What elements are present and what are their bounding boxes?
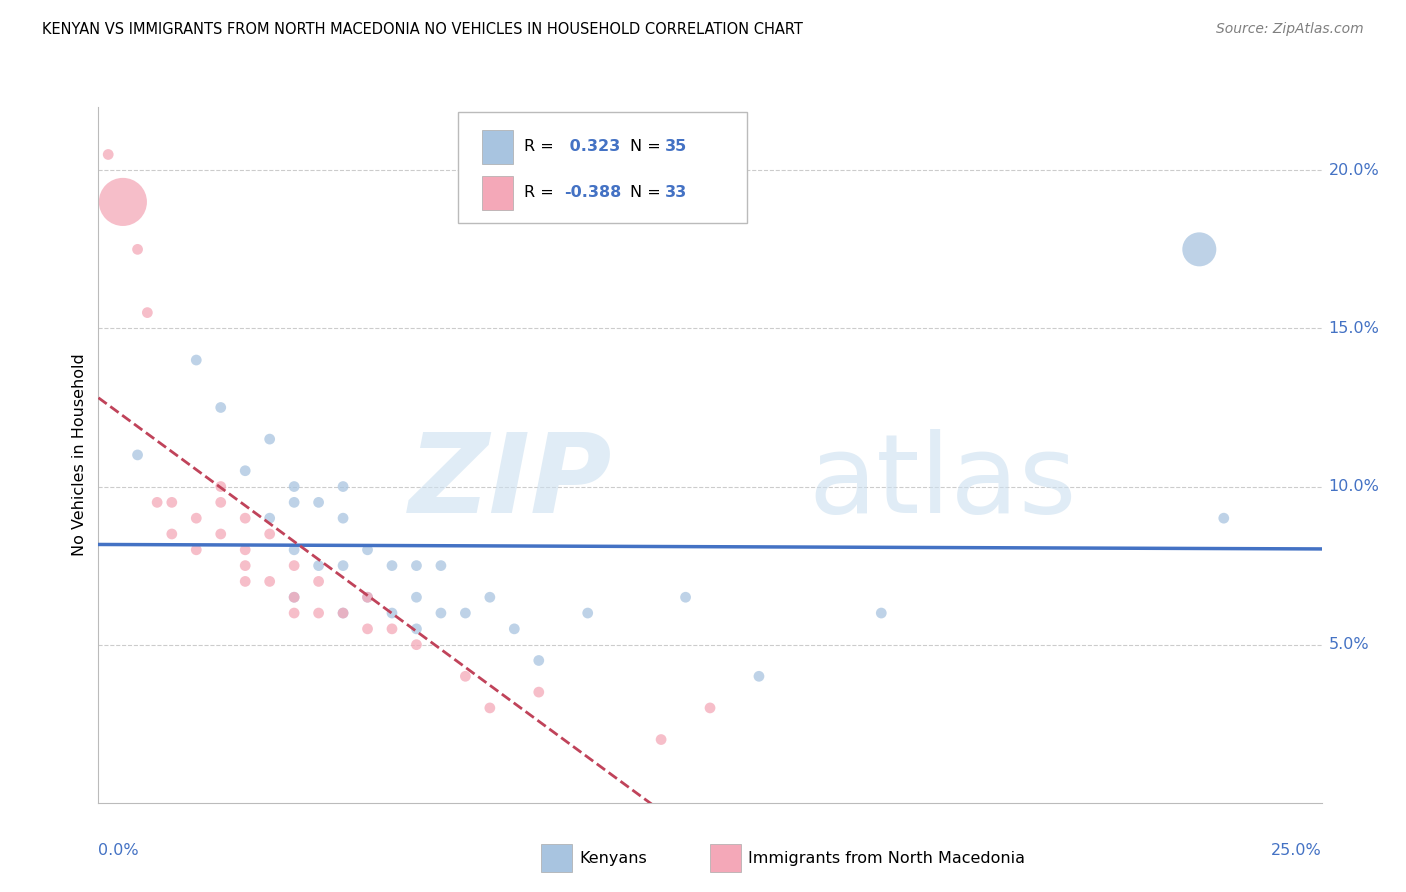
Point xyxy=(405,622,427,636)
Point xyxy=(527,653,550,667)
Point xyxy=(454,669,477,683)
Point xyxy=(233,542,256,557)
Point xyxy=(454,606,477,620)
Text: 5.0%: 5.0% xyxy=(1329,637,1369,652)
Point xyxy=(259,432,281,446)
Point xyxy=(332,606,354,620)
Point xyxy=(356,591,378,605)
Text: 0.0%: 0.0% xyxy=(98,843,139,858)
Point xyxy=(675,591,697,605)
Point xyxy=(356,622,378,636)
Point xyxy=(233,558,256,573)
Point xyxy=(527,685,550,699)
Point xyxy=(478,591,501,605)
Point xyxy=(503,622,526,636)
Text: R =: R = xyxy=(524,139,560,154)
Text: 33: 33 xyxy=(665,186,688,201)
Point xyxy=(356,591,378,605)
Point xyxy=(576,606,599,620)
Point xyxy=(308,558,330,573)
Text: -0.388: -0.388 xyxy=(564,186,621,201)
Point xyxy=(97,147,120,161)
Point xyxy=(1212,511,1234,525)
Point xyxy=(283,591,305,605)
Point xyxy=(283,542,305,557)
Point xyxy=(870,606,893,620)
Point xyxy=(259,527,281,541)
Point xyxy=(146,495,169,509)
Point xyxy=(430,558,453,573)
Point xyxy=(209,495,232,509)
Point xyxy=(308,495,330,509)
Point xyxy=(332,511,354,525)
Point xyxy=(111,194,134,209)
Point xyxy=(332,479,354,493)
Text: 25.0%: 25.0% xyxy=(1271,843,1322,858)
Text: 0.323: 0.323 xyxy=(564,139,620,154)
Text: Source: ZipAtlas.com: Source: ZipAtlas.com xyxy=(1216,22,1364,37)
Point xyxy=(381,606,404,620)
Text: ZIP: ZIP xyxy=(409,429,612,536)
Point xyxy=(283,558,305,573)
Point xyxy=(233,464,256,478)
Point xyxy=(332,558,354,573)
Point xyxy=(308,574,330,589)
Point xyxy=(699,701,721,715)
Point xyxy=(381,558,404,573)
Text: 10.0%: 10.0% xyxy=(1329,479,1379,494)
Point xyxy=(283,495,305,509)
Point xyxy=(127,243,149,257)
Point xyxy=(308,606,330,620)
Point xyxy=(283,591,305,605)
Point xyxy=(405,638,427,652)
Point xyxy=(259,574,281,589)
Text: atlas: atlas xyxy=(808,429,1077,536)
Point xyxy=(186,542,208,557)
Point xyxy=(186,353,208,368)
Point xyxy=(233,574,256,589)
Point xyxy=(160,527,183,541)
Point xyxy=(381,622,404,636)
Point xyxy=(209,479,232,493)
Point xyxy=(136,305,159,319)
Point xyxy=(748,669,770,683)
Text: Immigrants from North Macedonia: Immigrants from North Macedonia xyxy=(748,851,1025,865)
Text: N =: N = xyxy=(630,186,666,201)
Point xyxy=(209,527,232,541)
Y-axis label: No Vehicles in Household: No Vehicles in Household xyxy=(72,353,87,557)
Text: 20.0%: 20.0% xyxy=(1329,163,1379,178)
Point xyxy=(405,558,427,573)
Text: 15.0%: 15.0% xyxy=(1329,321,1379,336)
Point xyxy=(405,591,427,605)
Point xyxy=(332,606,354,620)
Point xyxy=(283,606,305,620)
Text: KENYAN VS IMMIGRANTS FROM NORTH MACEDONIA NO VEHICLES IN HOUSEHOLD CORRELATION C: KENYAN VS IMMIGRANTS FROM NORTH MACEDONI… xyxy=(42,22,803,37)
Point xyxy=(478,701,501,715)
Point xyxy=(650,732,672,747)
Point xyxy=(127,448,149,462)
Text: Kenyans: Kenyans xyxy=(579,851,647,865)
Text: R =: R = xyxy=(524,186,560,201)
Point xyxy=(356,542,378,557)
Point xyxy=(233,511,256,525)
Point xyxy=(186,511,208,525)
Text: 35: 35 xyxy=(665,139,688,154)
Point xyxy=(259,511,281,525)
Point xyxy=(1188,243,1211,257)
Point xyxy=(209,401,232,415)
Text: N =: N = xyxy=(630,139,666,154)
Point xyxy=(160,495,183,509)
Point xyxy=(430,606,453,620)
Point xyxy=(283,479,305,493)
